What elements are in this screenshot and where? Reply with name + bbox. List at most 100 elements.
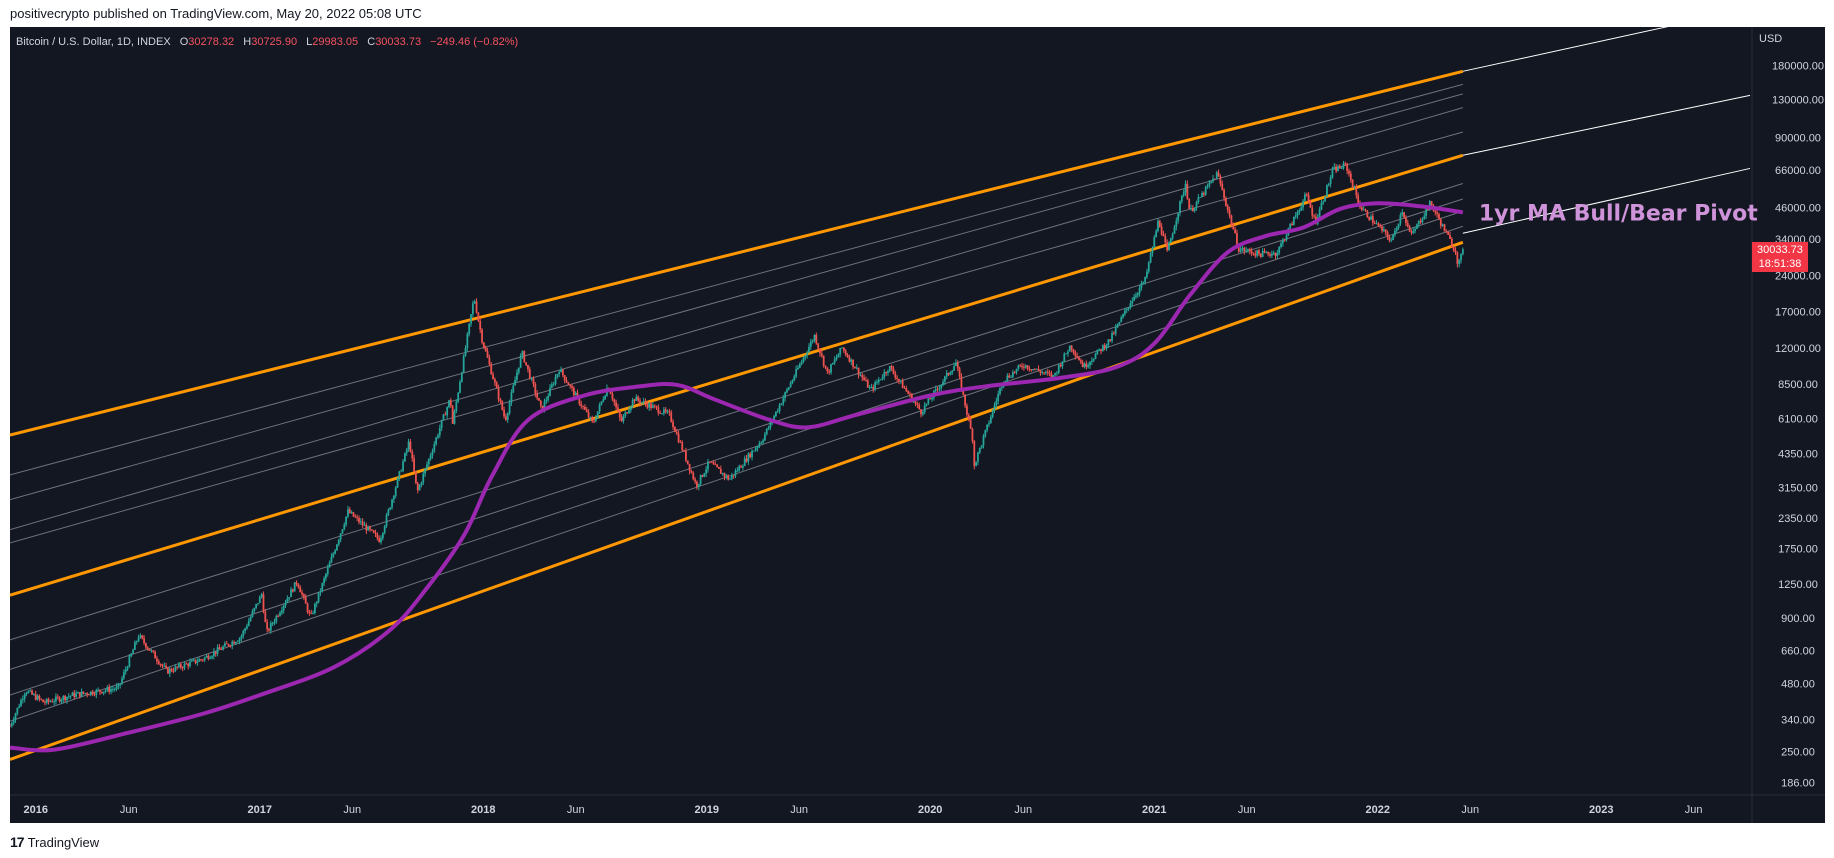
candle-body [334, 550, 337, 554]
candle-body [681, 442, 684, 451]
candle-body [888, 365, 891, 372]
candle-body [1403, 212, 1405, 218]
candle-body [1355, 187, 1358, 196]
candle-body [1153, 237, 1156, 248]
candle-body [1191, 207, 1194, 212]
candle-body [578, 396, 581, 405]
candle-body [874, 382, 877, 390]
candle-body [266, 622, 269, 630]
candle-body [36, 695, 39, 700]
candle-body [148, 648, 151, 651]
candle-body [424, 468, 427, 474]
candle-body [1182, 192, 1185, 196]
time-tick-label: 2023 [1589, 804, 1613, 816]
candle-body [1041, 372, 1044, 374]
candle-body [628, 410, 630, 414]
candle-body [1285, 234, 1288, 240]
candle-body [1096, 349, 1099, 355]
candle-body [613, 399, 616, 403]
candle-body [319, 591, 322, 593]
fan-line[interactable] [10, 93, 1463, 501]
candle-body [844, 350, 847, 355]
candle-body [1171, 233, 1174, 239]
candle-body [235, 642, 237, 644]
candle-body [1366, 210, 1369, 218]
candle-body [1147, 262, 1150, 272]
currency-label[interactable]: USD [1759, 33, 1783, 45]
candle-body [1175, 220, 1178, 227]
trend-line-extension[interactable] [1462, 27, 1750, 72]
time-tick-label: Jun [1685, 804, 1703, 816]
candle-body [569, 385, 572, 386]
candle-body [1307, 194, 1310, 202]
fan-line[interactable] [10, 198, 1464, 670]
candle-body [769, 421, 772, 428]
candle-body [1357, 195, 1360, 203]
candle-body [547, 396, 550, 400]
candle-body [1215, 172, 1218, 179]
candle-body [1248, 249, 1251, 252]
candle-body [18, 706, 21, 708]
candle-body [703, 473, 706, 477]
candle-body [113, 689, 116, 690]
trend-line-extension[interactable] [1462, 94, 1751, 156]
candle-body [183, 663, 186, 669]
price-tick-label: 180000.00 [1772, 60, 1824, 72]
candle-body [1329, 177, 1332, 184]
fan-line[interactable] [10, 83, 1463, 476]
candle-body [1283, 239, 1286, 241]
candle-body [640, 402, 643, 404]
candle-body [403, 453, 406, 462]
candle-body [1438, 214, 1440, 220]
candle-body [477, 312, 480, 321]
trend-line-extension[interactable] [1462, 167, 1751, 234]
candle-body [32, 694, 35, 695]
candle-body [1427, 209, 1429, 210]
candle-body [365, 525, 368, 531]
high-value: 30725.90 [251, 36, 298, 48]
candle-body [839, 347, 842, 355]
chart-canvas[interactable]: 1yr MA Bull/Bear Pivot 180000.00 130000.00… [10, 27, 1825, 823]
pivot-annotation-label[interactable]: 1yr MA Bull/Bear Pivot [1479, 201, 1758, 226]
candle-body [1393, 230, 1396, 235]
channel-upper-line[interactable] [10, 69, 1464, 437]
candle-body [38, 695, 41, 699]
candle-body [692, 472, 695, 480]
symbol-name[interactable]: Bitcoin / U.S. Dollar, 1D, INDEX [16, 36, 171, 48]
candle-body [1111, 333, 1113, 341]
candle-body [666, 411, 669, 413]
candle-body [352, 512, 355, 517]
candle-body [1085, 363, 1088, 368]
candle-body [1236, 232, 1238, 246]
fan-line[interactable] [10, 210, 1464, 696]
candle-body [631, 399, 634, 407]
candle-body [1296, 212, 1299, 216]
channel-middle-line[interactable] [10, 153, 1464, 597]
candle-body [187, 663, 190, 667]
fan-line[interactable] [10, 131, 1463, 544]
candle-body [488, 357, 491, 365]
candle-body [1017, 365, 1020, 369]
candle-body [811, 340, 814, 342]
candle-body [1399, 215, 1402, 224]
candle-body [708, 461, 711, 463]
candle-body [955, 362, 957, 367]
candle-body [1063, 353, 1066, 362]
price-tick-label: 186.00 [1781, 778, 1815, 790]
candle-body [943, 376, 946, 382]
candle-body [740, 466, 742, 468]
channel-lower-line[interactable] [10, 240, 1464, 761]
fan-line[interactable] [10, 225, 1464, 722]
candle-body [34, 694, 37, 700]
tradingview-logo-icon: 17 [10, 834, 25, 850]
candle-body [624, 412, 627, 417]
time-tick-label: Jun [1461, 804, 1479, 816]
candle-body [1243, 247, 1246, 252]
moving-average-1yr-line[interactable] [10, 201, 1464, 753]
footer-branding[interactable]: 17 TradingView [10, 834, 99, 850]
chart-frame[interactable]: 1yr MA Bull/Bear Pivot 180000.00 130000.00… [10, 27, 1825, 823]
candle-body [699, 475, 702, 484]
candle-body [1186, 183, 1189, 199]
candle-body [176, 666, 179, 668]
candle-body [306, 603, 309, 613]
